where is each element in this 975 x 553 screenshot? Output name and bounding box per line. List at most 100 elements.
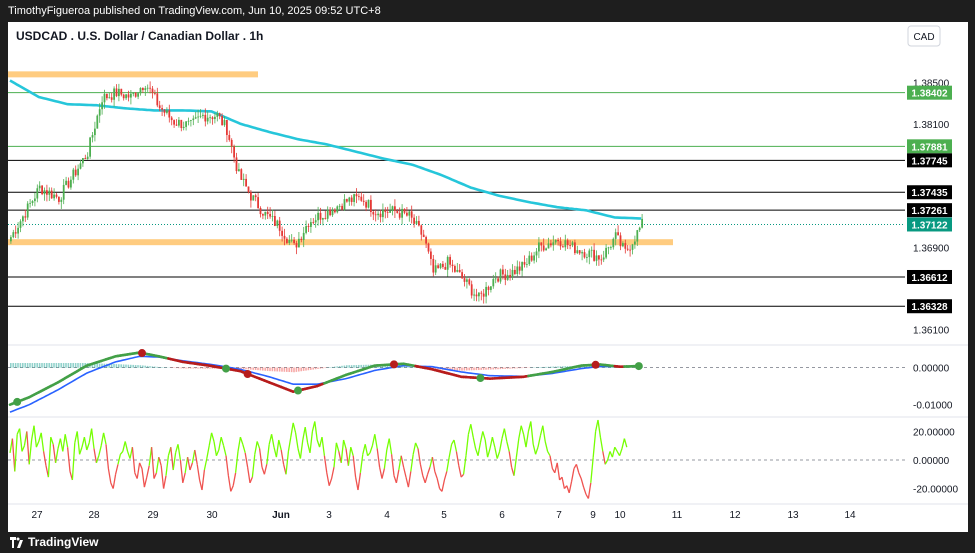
candle[interactable]	[602, 250, 605, 263]
candle[interactable]	[338, 203, 341, 210]
candle[interactable]	[58, 196, 60, 205]
candle[interactable]	[521, 261, 523, 277]
candle[interactable]	[106, 93, 108, 101]
candle[interactable]	[254, 193, 257, 202]
candle[interactable]	[432, 254, 435, 277]
candle[interactable]	[470, 280, 473, 299]
candle[interactable]	[562, 244, 564, 248]
candle[interactable]	[550, 240, 552, 248]
candle[interactable]	[506, 269, 509, 281]
candle[interactable]	[233, 144, 235, 163]
candle[interactable]	[146, 84, 149, 92]
candle[interactable]	[317, 206, 319, 226]
candle[interactable]	[557, 237, 559, 246]
candle[interactable]	[26, 201, 29, 220]
candle[interactable]	[240, 168, 243, 181]
candle[interactable]	[454, 264, 456, 273]
candle[interactable]	[226, 119, 228, 143]
candle[interactable]	[139, 87, 142, 96]
candle[interactable]	[55, 192, 58, 199]
candle[interactable]	[113, 86, 115, 107]
candle[interactable]	[74, 165, 77, 177]
candle[interactable]	[41, 185, 43, 196]
chart-svg[interactable]: 1.38500 1.38100 1.36900 1.36100 0.00000 -0.01…	[8, 22, 968, 532]
candle[interactable]	[600, 254, 603, 265]
candle[interactable]	[14, 225, 17, 239]
candle[interactable]	[511, 264, 514, 280]
candle[interactable]	[358, 193, 360, 201]
candle[interactable]	[329, 207, 331, 217]
candle[interactable]	[475, 288, 478, 302]
candle[interactable]	[403, 208, 406, 215]
candle[interactable]	[180, 119, 183, 132]
candle[interactable]	[487, 285, 490, 296]
candle[interactable]	[348, 196, 351, 206]
candle[interactable]	[610, 245, 612, 250]
candle[interactable]	[509, 268, 511, 281]
candle[interactable]	[434, 259, 437, 276]
candle[interactable]	[192, 115, 195, 126]
candle[interactable]	[372, 210, 375, 221]
candle[interactable]	[458, 264, 461, 273]
candle[interactable]	[211, 116, 214, 125]
candle[interactable]	[199, 109, 202, 119]
candle[interactable]	[31, 200, 34, 206]
candle[interactable]	[413, 214, 415, 228]
candle[interactable]	[17, 222, 19, 239]
candle[interactable]	[418, 215, 420, 227]
candle[interactable]	[396, 209, 399, 214]
candle[interactable]	[281, 226, 283, 242]
candle[interactable]	[118, 83, 120, 102]
candle[interactable]	[154, 89, 156, 96]
candle[interactable]	[492, 274, 495, 289]
candle[interactable]	[526, 258, 528, 268]
candle[interactable]	[70, 176, 72, 190]
candle[interactable]	[461, 269, 463, 280]
candle[interactable]	[144, 85, 147, 96]
candle[interactable]	[62, 179, 65, 205]
candle[interactable]	[307, 223, 310, 233]
candle[interactable]	[439, 263, 442, 270]
candle[interactable]	[286, 237, 288, 245]
candle[interactable]	[622, 241, 624, 248]
candle[interactable]	[156, 87, 159, 108]
candle[interactable]	[50, 187, 53, 199]
candle[interactable]	[583, 248, 586, 259]
candle[interactable]	[346, 198, 348, 203]
candle[interactable]	[283, 228, 286, 246]
candle[interactable]	[194, 111, 197, 120]
candle[interactable]	[619, 232, 622, 251]
candle[interactable]	[641, 213, 643, 229]
candle[interactable]	[569, 240, 571, 250]
candle[interactable]	[629, 245, 631, 257]
candle[interactable]	[578, 250, 581, 255]
chart-panel[interactable]: 1.38500 1.38100 1.36900 1.36100 0.00000 -0.01…	[8, 22, 968, 532]
candle[interactable]	[490, 286, 492, 293]
support-zone[interactable]	[8, 239, 673, 246]
candle[interactable]	[350, 195, 353, 206]
candle[interactable]	[334, 208, 336, 214]
candle[interactable]	[274, 210, 276, 227]
candle[interactable]	[312, 218, 315, 225]
candle[interactable]	[326, 206, 329, 222]
candle[interactable]	[607, 246, 610, 255]
candle[interactable]	[182, 121, 185, 131]
candle[interactable]	[221, 113, 223, 126]
candle[interactable]	[566, 238, 569, 250]
candle[interactable]	[535, 248, 538, 263]
candle[interactable]	[137, 92, 139, 100]
candle[interactable]	[482, 289, 485, 304]
candle[interactable]	[494, 272, 497, 284]
candle[interactable]	[571, 240, 574, 248]
candle[interactable]	[149, 81, 151, 94]
candle[interactable]	[269, 207, 271, 219]
candle[interactable]	[528, 251, 531, 266]
candle[interactable]	[389, 203, 391, 213]
candle[interactable]	[480, 290, 483, 301]
candle[interactable]	[322, 217, 324, 226]
candle[interactable]	[125, 93, 127, 101]
candle[interactable]	[48, 187, 51, 201]
candle[interactable]	[425, 235, 427, 249]
candle[interactable]	[209, 114, 211, 124]
candle[interactable]	[110, 92, 113, 103]
